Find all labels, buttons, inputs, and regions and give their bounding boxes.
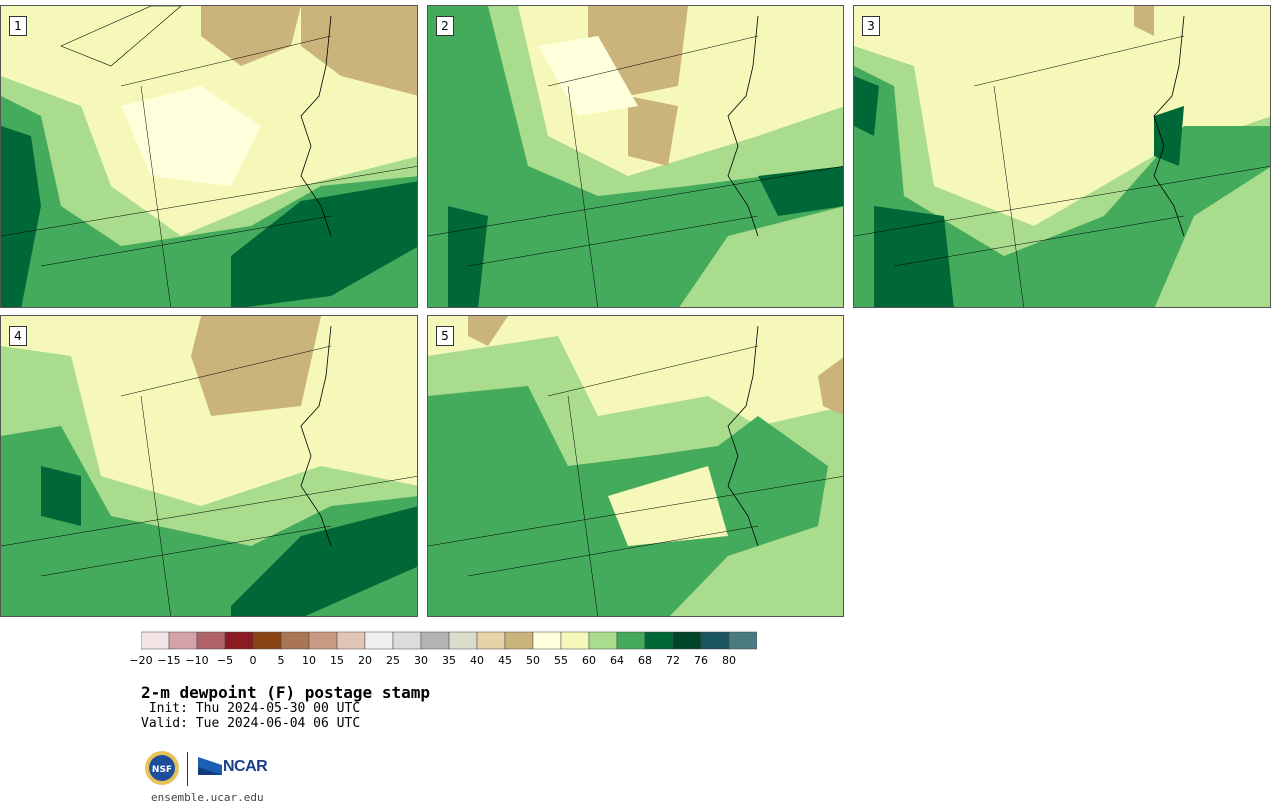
colorbar-tick-label: 0 [249, 654, 257, 667]
site-url: ensemble.ucar.edu [151, 791, 264, 804]
colorbar-tick-label: 55 [554, 654, 568, 667]
colorbar-swatch [392, 631, 422, 650]
panel-label: 1 [9, 16, 27, 36]
init-time: Init: Thu 2024-05-30 00 UTC [141, 701, 361, 716]
colorbar-swatch [728, 631, 757, 650]
dewpoint-colorbar [141, 631, 757, 650]
ncar-logo-text: NCAR [223, 758, 268, 775]
colorbar-tick-label: 5 [277, 654, 285, 667]
colorbar-tick-label: 25 [386, 654, 400, 667]
colorbar-tick-label: −10 [185, 654, 209, 667]
forecast-panel-4: 4 [0, 315, 418, 617]
forecast-panel-1: 1 [0, 5, 418, 308]
colorbar-swatch [700, 631, 730, 650]
colorbar-tick-label: 30 [414, 654, 428, 667]
colorbar-swatch [672, 631, 702, 650]
colorbar-tick-label: 64 [610, 654, 624, 667]
colorbar-tick-label: 40 [470, 654, 484, 667]
ncar-logo-icon [198, 757, 222, 775]
colorbar-swatch [532, 631, 562, 650]
panel-label: 4 [9, 326, 27, 346]
colorbar-swatch [588, 631, 618, 650]
colorbar-swatch [280, 631, 310, 650]
colorbar-swatch [168, 631, 198, 650]
colorbar-tick-label: 50 [526, 654, 540, 667]
colorbar-swatch [420, 631, 450, 650]
colorbar-swatch [476, 631, 506, 650]
forecast-panel-2: 2 [427, 5, 844, 308]
colorbar-tick-label: 15 [330, 654, 344, 667]
colorbar-tick-label: −20 [129, 654, 153, 667]
figure-title: 2-m dewpoint (F) postage stamp [141, 683, 430, 702]
colorbar-swatch [224, 631, 254, 650]
colorbar-tick-label: 35 [442, 654, 456, 667]
colorbar-tick-label: −5 [216, 654, 234, 667]
panel-label: 3 [862, 16, 880, 36]
forecast-panel-5: 5 [427, 315, 844, 617]
dewpoint-map-3 [854, 6, 1270, 307]
colorbar-swatch [252, 631, 282, 650]
colorbar-swatch [141, 631, 170, 650]
panel-label: 5 [436, 326, 454, 346]
logo-divider [187, 752, 188, 786]
colorbar-swatch [448, 631, 478, 650]
colorbar-swatch [308, 631, 338, 650]
colorbar-tick-label: 76 [694, 654, 708, 667]
colorbar-tick-label: 20 [358, 654, 372, 667]
forecast-panel-3: 3 [853, 5, 1271, 308]
dewpoint-map-1 [1, 6, 417, 307]
panel-label: 2 [436, 16, 454, 36]
colorbar-tick-label: 80 [722, 654, 736, 667]
colorbar-swatch [336, 631, 366, 650]
valid-time: Valid: Tue 2024-06-04 06 UTC [141, 716, 361, 731]
colorbar-swatch [364, 631, 394, 650]
dewpoint-map-2 [428, 6, 843, 307]
nsf-logo-icon: NSF [145, 751, 179, 785]
colorbar-swatch [560, 631, 590, 650]
colorbar-tick-label: 45 [498, 654, 512, 667]
dewpoint-map-5 [428, 316, 843, 616]
colorbar-tick-label: 60 [582, 654, 596, 667]
dewpoint-map-4 [1, 316, 417, 616]
colorbar-tick-label: −15 [157, 654, 181, 667]
colorbar-swatch [196, 631, 226, 650]
colorbar-tick-label: 10 [302, 654, 316, 667]
nsf-logo-text: NSF [152, 765, 172, 775]
colorbar-swatch [616, 631, 646, 650]
colorbar-swatch [504, 631, 534, 650]
colorbar-tick-label: 68 [638, 654, 652, 667]
colorbar-swatch [644, 631, 674, 650]
colorbar-tick-label: 72 [666, 654, 680, 667]
